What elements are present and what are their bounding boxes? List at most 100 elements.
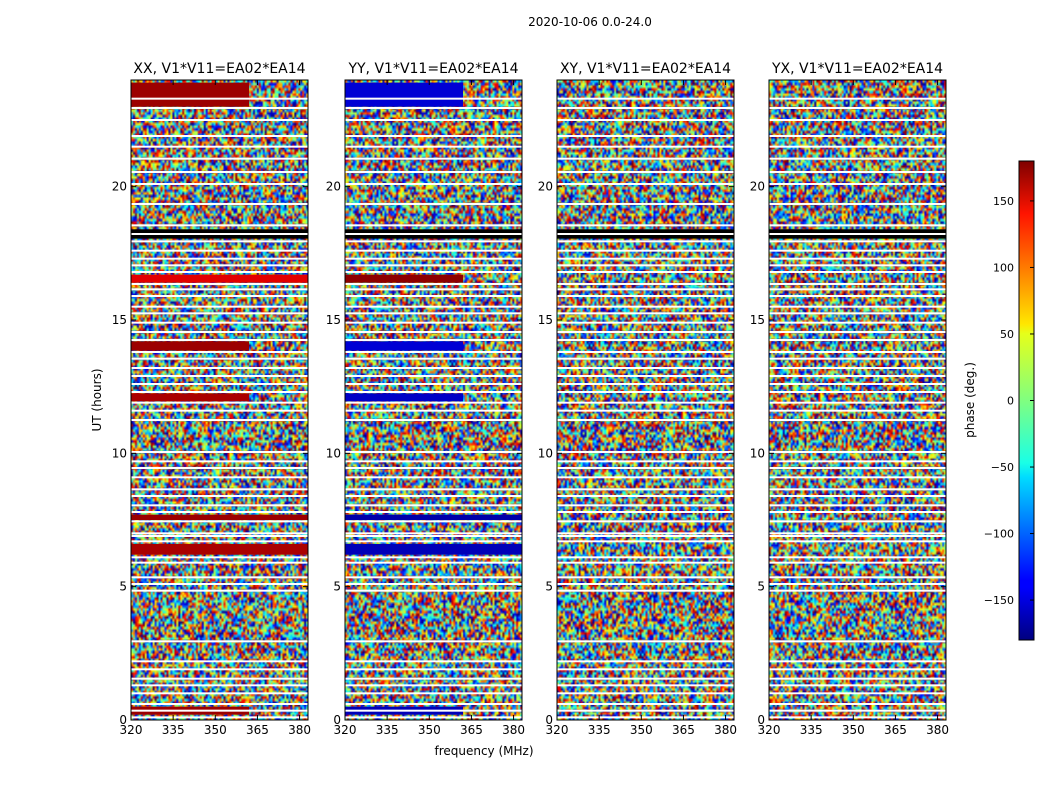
- flagged-row: [131, 375, 308, 377]
- flagged-row: [345, 511, 522, 513]
- panel-frame: [556, 79, 735, 721]
- flagged-row: [131, 383, 308, 385]
- flagged-row: [345, 660, 522, 663]
- flagged-row: [557, 504, 734, 507]
- flagged-row: [345, 321, 522, 324]
- y-tick-label: 20: [326, 180, 341, 194]
- panel-frame: [768, 79, 947, 721]
- x-tick-label: 350: [842, 723, 865, 737]
- flagged-row: [557, 331, 734, 333]
- y-tick-label: 0: [757, 713, 765, 727]
- flagged-row: [131, 409, 308, 412]
- flagged-row: [557, 576, 734, 579]
- flagged-row: [131, 561, 308, 564]
- flagged-row: [345, 119, 522, 121]
- flagged-row: [345, 583, 522, 585]
- flagged-row: [557, 357, 734, 360]
- y-tick-label: 15: [538, 313, 553, 327]
- flagged-row: [769, 183, 946, 185]
- flagged-row: [769, 367, 946, 369]
- flagged-row: [345, 257, 522, 260]
- flagged-row: [131, 107, 308, 109]
- flagged-row: [769, 305, 946, 308]
- flagged-row: [131, 271, 308, 273]
- flagged-row: [769, 351, 946, 353]
- panel-frame: [130, 79, 309, 721]
- flagged-row: [345, 375, 522, 377]
- flagged-row: [769, 97, 946, 100]
- colorbar-tick-label: −150: [984, 594, 1014, 607]
- colorbar-tick-label: 50: [1000, 328, 1014, 341]
- figure-title: 2020-10-06 0.0-24.0: [528, 15, 652, 29]
- y-tick-label: 20: [538, 180, 553, 194]
- phase-noise-image: [557, 80, 734, 720]
- coherent-band: [345, 341, 463, 351]
- flagged-row: [557, 383, 734, 385]
- flagged-row: [345, 97, 522, 100]
- flagged-row: [557, 145, 734, 148]
- flagged-row: [131, 357, 308, 360]
- flagged-row: [769, 312, 946, 315]
- flagged-row: [345, 576, 522, 579]
- flagged-block-gap: [557, 233, 734, 235]
- flagged-row: [345, 203, 522, 205]
- flagged-row: [131, 157, 308, 160]
- coherent-band: [131, 341, 249, 351]
- flagged-row: [131, 703, 308, 705]
- flagged-row: [345, 488, 522, 491]
- flagged-row: [557, 157, 734, 160]
- flagged-row: [131, 589, 308, 592]
- x-tick-label: 365: [672, 723, 695, 737]
- flagged-row: [345, 331, 522, 333]
- flagged-row: [557, 257, 734, 260]
- flagged-row: [345, 383, 522, 385]
- flagged-row: [557, 312, 734, 315]
- flagged-row: [345, 183, 522, 185]
- flagged-row: [345, 305, 522, 308]
- flagged-row: [769, 451, 946, 453]
- x-tick-label: 365: [460, 723, 483, 737]
- flagged-row: [131, 668, 308, 671]
- flagged-row: [345, 240, 522, 243]
- flagged-row: [345, 561, 522, 564]
- flagged-row: [131, 312, 308, 315]
- flagged-row: [345, 357, 522, 360]
- flagged-row: [345, 409, 522, 412]
- coherent-band: [345, 393, 463, 402]
- flagged-row: [769, 556, 946, 559]
- flagged-row: [345, 589, 522, 592]
- flagged-row: [131, 684, 308, 687]
- flagged-row: [345, 401, 522, 404]
- flagged-row: [557, 476, 734, 479]
- flagged-row: [345, 107, 522, 109]
- flagged-row: [131, 183, 308, 185]
- flagged-row: [557, 391, 734, 393]
- x-tick-label: 350: [204, 723, 227, 737]
- y-tick-label: 15: [326, 313, 341, 327]
- flagged-row: [769, 157, 946, 160]
- flagged-row: [131, 119, 308, 121]
- flagged-row: [131, 367, 308, 369]
- flagged-row: [769, 488, 946, 491]
- flagged-row: [557, 183, 734, 185]
- coherent-band: [345, 544, 522, 555]
- flagged-row: [557, 203, 734, 205]
- flagged-row: [769, 409, 946, 412]
- flagged-row: [131, 264, 308, 267]
- flagged-row: [131, 640, 308, 643]
- flagged-row: [769, 224, 946, 227]
- y-tick-label: 10: [538, 446, 553, 460]
- colorbar: 150 100 50 0 −50 −100 −150 phase (deg.): [963, 160, 1035, 641]
- flagged-row: [131, 692, 308, 695]
- flagged-row: [557, 532, 734, 535]
- flagged-row: [557, 511, 734, 513]
- flagged-row: [345, 351, 522, 353]
- colorbar-tick-label: 0: [1007, 395, 1014, 408]
- y-axis-label: UT (hours): [90, 368, 104, 431]
- x-tick-label: 320: [546, 723, 569, 737]
- x-tick-label: 380: [502, 723, 525, 737]
- flagged-row: [557, 107, 734, 109]
- flagged-row: [345, 451, 522, 453]
- flagged-row: [557, 677, 734, 680]
